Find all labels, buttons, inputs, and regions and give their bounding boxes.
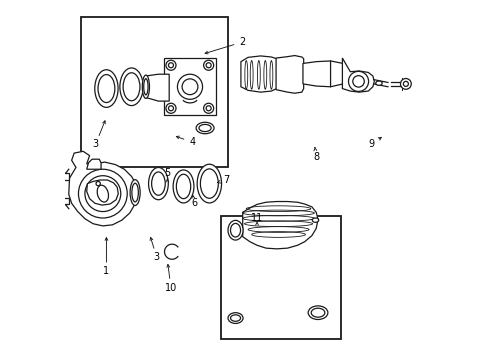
Text: 9: 9 [368, 139, 374, 149]
Ellipse shape [197, 164, 221, 203]
Ellipse shape [310, 308, 324, 317]
Text: 3: 3 [153, 252, 160, 262]
Ellipse shape [97, 185, 108, 202]
Circle shape [165, 103, 176, 113]
Circle shape [403, 81, 407, 86]
Ellipse shape [143, 79, 148, 95]
Ellipse shape [230, 224, 240, 237]
Ellipse shape [227, 220, 243, 240]
Ellipse shape [196, 122, 214, 134]
Bar [221, 216, 341, 338]
Polygon shape [86, 180, 118, 205]
Polygon shape [276, 55, 303, 93]
Ellipse shape [250, 60, 253, 89]
Polygon shape [145, 74, 169, 101]
Circle shape [85, 176, 121, 212]
Ellipse shape [130, 180, 140, 206]
Circle shape [206, 106, 211, 111]
Ellipse shape [120, 68, 143, 105]
Ellipse shape [244, 60, 247, 89]
Text: 7: 7 [223, 175, 229, 185]
Circle shape [206, 63, 211, 68]
Polygon shape [69, 151, 137, 226]
Ellipse shape [98, 75, 115, 103]
Circle shape [96, 181, 100, 186]
Text: 1: 1 [103, 266, 109, 276]
Text: 3: 3 [92, 139, 99, 149]
Circle shape [165, 60, 176, 70]
Ellipse shape [312, 218, 318, 222]
Circle shape [400, 78, 410, 89]
Text: 2: 2 [239, 37, 245, 47]
Text: 6: 6 [191, 198, 197, 208]
Ellipse shape [199, 125, 211, 132]
Ellipse shape [173, 170, 194, 203]
Ellipse shape [142, 75, 149, 98]
Text: 8: 8 [312, 152, 319, 162]
Polygon shape [241, 56, 276, 92]
Ellipse shape [230, 315, 240, 321]
Ellipse shape [269, 60, 272, 89]
Text: 5: 5 [164, 168, 170, 178]
Ellipse shape [151, 172, 165, 195]
Polygon shape [62, 173, 69, 180]
Ellipse shape [95, 70, 118, 107]
Polygon shape [303, 61, 330, 87]
Ellipse shape [375, 81, 382, 85]
Ellipse shape [307, 306, 327, 319]
Ellipse shape [264, 60, 266, 89]
Polygon shape [163, 58, 215, 116]
Text: 4: 4 [189, 138, 195, 147]
Ellipse shape [257, 60, 260, 89]
Circle shape [203, 103, 213, 113]
Text: 11: 11 [250, 213, 263, 222]
Ellipse shape [200, 169, 218, 198]
Circle shape [168, 63, 173, 68]
Circle shape [78, 169, 127, 218]
Ellipse shape [123, 73, 140, 101]
Circle shape [203, 60, 213, 70]
Ellipse shape [148, 167, 168, 200]
Circle shape [348, 71, 368, 91]
Polygon shape [86, 159, 101, 169]
Polygon shape [242, 202, 317, 249]
Ellipse shape [176, 174, 190, 199]
Ellipse shape [132, 183, 138, 202]
Bar [81, 17, 228, 167]
Ellipse shape [227, 313, 243, 323]
Circle shape [168, 106, 173, 111]
Circle shape [177, 74, 202, 99]
Polygon shape [62, 198, 69, 204]
Circle shape [352, 76, 364, 87]
Polygon shape [342, 58, 373, 92]
Circle shape [182, 79, 198, 95]
Text: 10: 10 [164, 283, 177, 293]
